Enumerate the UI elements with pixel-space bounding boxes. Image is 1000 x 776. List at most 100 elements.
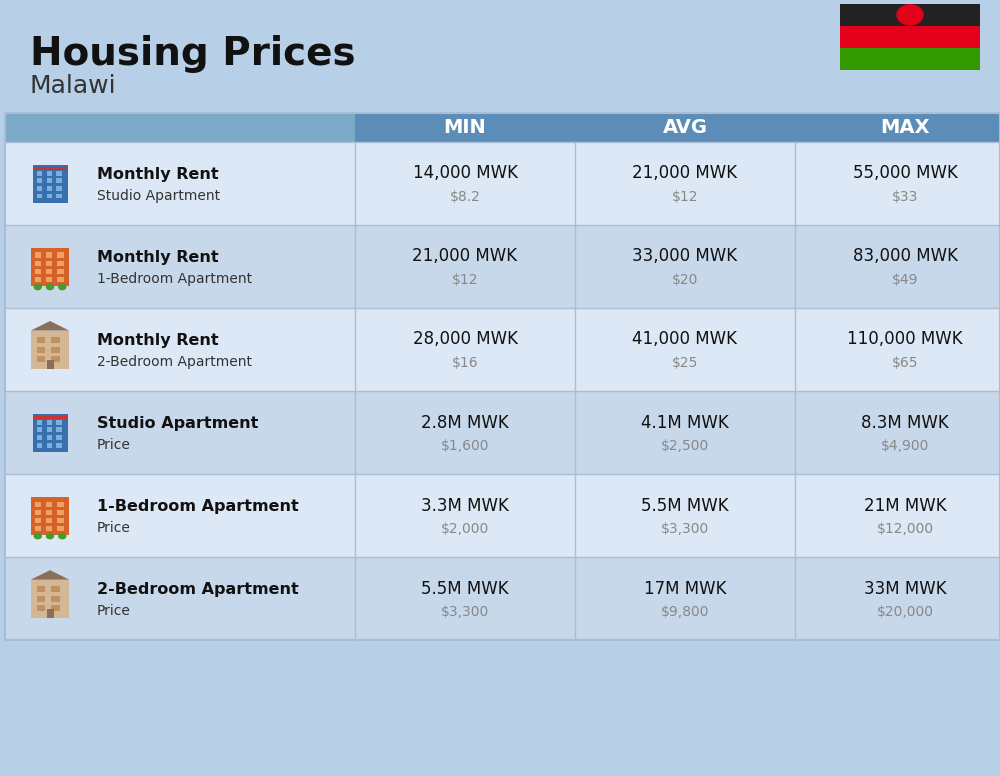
Circle shape: [46, 533, 54, 539]
Bar: [37, 356, 45, 362]
Bar: [31, 497, 69, 535]
Bar: [35, 518, 41, 523]
Bar: [57, 268, 64, 274]
Bar: [46, 171, 52, 175]
Bar: [56, 178, 62, 183]
Bar: [5, 474, 1000, 557]
Bar: [57, 518, 64, 523]
Text: Price: Price: [97, 604, 131, 618]
Text: MAX: MAX: [880, 118, 930, 137]
Bar: [57, 501, 64, 507]
Bar: [57, 252, 64, 258]
Text: $4,900: $4,900: [881, 438, 929, 453]
Bar: [5, 225, 1000, 308]
Text: 2.8M MWK: 2.8M MWK: [421, 414, 509, 431]
Bar: [56, 193, 62, 199]
Bar: [35, 261, 41, 266]
Bar: [37, 442, 42, 448]
Bar: [51, 347, 60, 352]
Text: $8.2: $8.2: [450, 189, 480, 204]
Text: 8.3M MWK: 8.3M MWK: [861, 414, 949, 431]
Text: 41,000 MWK: 41,000 MWK: [633, 331, 738, 348]
Text: $65: $65: [892, 355, 918, 370]
Bar: [56, 442, 62, 448]
Text: Studio Apartment: Studio Apartment: [97, 416, 258, 431]
Bar: [51, 596, 60, 601]
Bar: [37, 178, 42, 183]
Polygon shape: [31, 570, 69, 580]
Text: Price: Price: [97, 521, 131, 535]
Text: $20,000: $20,000: [877, 605, 934, 619]
Bar: [355, 113, 575, 142]
Text: Price: Price: [97, 438, 131, 452]
Bar: [32, 165, 68, 203]
Bar: [35, 277, 41, 282]
Bar: [35, 510, 41, 515]
Bar: [37, 186, 42, 191]
Circle shape: [897, 5, 923, 25]
Text: 2-Bedroom Apartment: 2-Bedroom Apartment: [97, 355, 252, 369]
Text: $12: $12: [452, 272, 478, 287]
Text: $20: $20: [672, 272, 698, 287]
Bar: [35, 501, 41, 507]
Bar: [51, 587, 60, 592]
Bar: [46, 193, 52, 199]
Bar: [57, 526, 64, 532]
Bar: [46, 428, 52, 432]
Bar: [46, 510, 52, 515]
Text: 33M MWK: 33M MWK: [864, 580, 946, 598]
Bar: [35, 526, 41, 532]
Text: $9,800: $9,800: [661, 605, 709, 619]
Bar: [35, 268, 41, 274]
Text: 3.3M MWK: 3.3M MWK: [421, 497, 509, 514]
Bar: [46, 360, 54, 369]
Bar: [795, 113, 1000, 142]
Text: 1-Bedroom Apartment: 1-Bedroom Apartment: [97, 272, 252, 286]
Text: Studio Apartment: Studio Apartment: [97, 189, 220, 203]
Bar: [56, 186, 62, 191]
Bar: [56, 420, 62, 424]
Circle shape: [59, 533, 66, 539]
Bar: [37, 420, 42, 424]
Bar: [32, 416, 68, 419]
Bar: [57, 510, 64, 515]
Text: 2-Bedroom Apartment: 2-Bedroom Apartment: [97, 582, 299, 597]
Bar: [31, 331, 69, 369]
Bar: [56, 171, 62, 175]
Bar: [37, 435, 42, 440]
Circle shape: [46, 284, 54, 289]
Bar: [37, 338, 45, 343]
Bar: [840, 48, 980, 70]
Text: $16: $16: [452, 355, 478, 370]
Text: $25: $25: [672, 355, 698, 370]
Bar: [31, 580, 69, 618]
Bar: [57, 261, 64, 266]
Bar: [51, 356, 60, 362]
Text: Monthly Rent: Monthly Rent: [97, 250, 219, 265]
Bar: [46, 252, 52, 258]
Text: $49: $49: [892, 272, 918, 287]
Bar: [51, 338, 60, 343]
Text: $2,000: $2,000: [441, 521, 489, 536]
Text: Monthly Rent: Monthly Rent: [97, 333, 219, 348]
Bar: [46, 442, 52, 448]
Text: 4.1M MWK: 4.1M MWK: [641, 414, 729, 431]
Bar: [46, 186, 52, 191]
Text: 83,000 MWK: 83,000 MWK: [853, 248, 958, 265]
Text: $12: $12: [672, 189, 698, 204]
Text: 14,000 MWK: 14,000 MWK: [413, 165, 518, 182]
Bar: [5, 142, 1000, 225]
Text: 21,000 MWK: 21,000 MWK: [412, 248, 518, 265]
Text: $33: $33: [892, 189, 918, 204]
Bar: [51, 605, 60, 611]
Circle shape: [59, 284, 66, 289]
Bar: [37, 171, 42, 175]
Bar: [46, 518, 52, 523]
Bar: [46, 501, 52, 507]
Bar: [5, 113, 1000, 640]
Bar: [46, 261, 52, 266]
Bar: [35, 252, 41, 258]
Bar: [5, 113, 355, 142]
Text: 5.5M MWK: 5.5M MWK: [641, 497, 729, 514]
Bar: [37, 428, 42, 432]
